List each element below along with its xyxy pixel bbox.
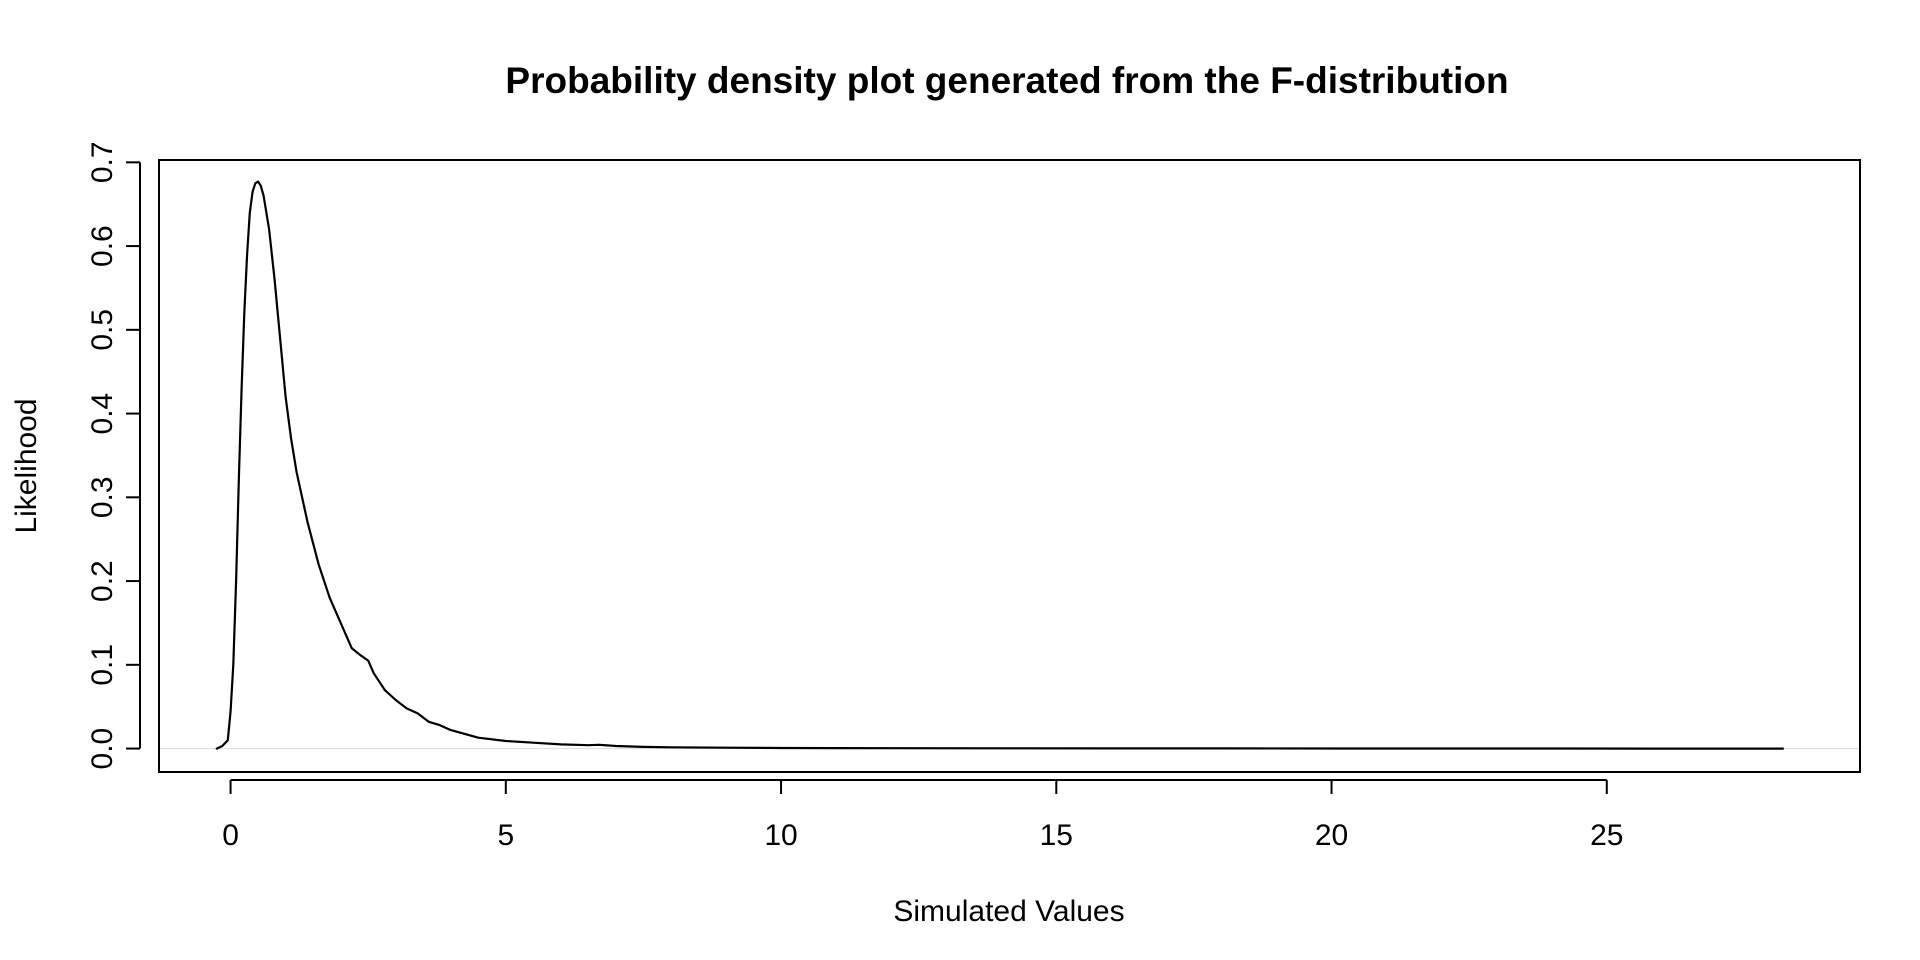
y-tick-label: 0.2 (86, 560, 119, 602)
x-axis: 0 5 10 15 20 25 (222, 779, 1623, 852)
x-tick-label: 5 (497, 819, 514, 852)
y-tick-label: 0.6 (86, 225, 119, 267)
x-axis-label: Simulated Values (893, 895, 1124, 928)
y-axis: 0.0 0.1 0.2 0.3 0.4 0.5 0.6 0.7 (86, 141, 141, 770)
y-tick-label: 0.3 (86, 476, 119, 518)
y-tick-label: 0.0 (86, 728, 119, 770)
x-tick-label: 25 (1590, 819, 1623, 852)
chart-title: Probability density plot generated from … (505, 60, 1508, 101)
x-tick-label: 0 (222, 819, 239, 852)
y-tick-label: 0.1 (86, 644, 119, 686)
x-tick-label: 15 (1040, 819, 1073, 852)
x-tick-label: 20 (1315, 819, 1348, 852)
density-curve (215, 180, 1785, 750)
y-tick-label: 0.7 (86, 141, 119, 183)
y-tick-label: 0.4 (86, 393, 119, 435)
y-axis-label: Likelihood (10, 398, 43, 533)
y-tick-label: 0.5 (86, 309, 119, 351)
plot-frame (158, 159, 1861, 773)
x-tick-label: 10 (764, 819, 797, 852)
